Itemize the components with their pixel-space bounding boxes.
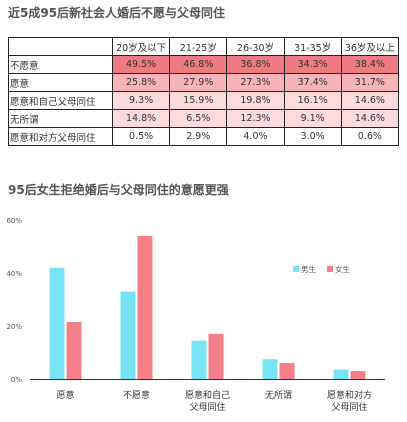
bar-male: [49, 267, 65, 379]
bar-male: [191, 340, 207, 379]
legend-swatch: [293, 266, 299, 272]
grouped-bar-chart: 0% 20% 40% 60% 愿意 不愿意 愿意和自己父母同住 无所谓 愿意和对方父母同住 男生 女…: [6, 217, 385, 413]
table-cell: 49.5%: [111, 55, 171, 74]
row-label: 无所谓: [8, 109, 113, 128]
legend-label: 男生: [301, 264, 316, 274]
x-tick-label: 愿意和对方父母同住: [327, 389, 372, 413]
table-cell: 6.5%: [169, 109, 228, 128]
table-cell: 12.3%: [226, 109, 285, 128]
table-cell: 16.1%: [283, 91, 342, 110]
table-cell: 9.1%: [283, 109, 342, 128]
row-label: 愿意和对方父母同住: [8, 127, 113, 146]
legend-swatch: [327, 266, 333, 272]
row-label: 愿意和自己父母同住: [8, 91, 113, 110]
row-label: 不愿意: [8, 55, 113, 74]
y-tick-label: 60%: [6, 217, 22, 225]
table-cell: 3.0%: [283, 127, 342, 146]
bar-male: [262, 359, 278, 379]
bar-female: [350, 371, 366, 379]
bar-female: [279, 363, 295, 379]
x-tick-label: 愿意和自己父母同住: [185, 389, 230, 413]
column-header: 31-35岁: [283, 37, 342, 56]
x-tick-label: 不愿意: [123, 389, 150, 401]
table-cell: 38.4%: [340, 55, 400, 74]
column-header: 21-25岁: [169, 37, 228, 56]
table-cell: 14.6%: [340, 91, 400, 110]
column-header: 26-30岁: [226, 37, 285, 56]
table-cell: 14.6%: [340, 109, 400, 128]
survey-table: 20岁及以下 21-25岁 26-30岁 31-35岁 36岁及以上 不愿意 49…: [8, 37, 400, 146]
row-label: 愿意: [8, 73, 113, 92]
column-header: 20岁及以下: [111, 37, 171, 56]
bar-female: [66, 322, 82, 379]
table-row: 无所谓 14.8% 6.5% 12.3% 9.1% 14.6%: [8, 109, 400, 128]
y-tick-label: 20%: [6, 323, 22, 331]
table-cell: 27.3%: [226, 73, 285, 92]
y-tick-label: 0%: [11, 376, 22, 384]
table-cell: 0.5%: [111, 127, 171, 146]
table-title: 近5成95后新社会人婚后不愿与父母同住: [8, 6, 226, 20]
bar-male: [333, 369, 349, 379]
table-cell: 25.8%: [111, 73, 171, 92]
chart-title: 95后女生拒绝婚后与父母同住的意愿更强: [8, 183, 229, 197]
table-row: 愿意和对方父母同住 0.5% 2.9% 4.0% 3.0% 0.6%: [8, 127, 400, 146]
table-cell: 37.4%: [283, 73, 342, 92]
table-corner-cell: [8, 37, 113, 56]
table-cell: 2.9%: [169, 127, 228, 146]
bar-female: [208, 333, 224, 379]
table-cell: 36.8%: [226, 55, 285, 74]
x-tick-label: 无所谓: [265, 390, 292, 401]
table-cell: 27.9%: [169, 73, 228, 92]
table-cell: 19.8%: [226, 91, 285, 110]
table-cell: 31.7%: [340, 73, 400, 92]
table-row: 不愿意 49.5% 46.8% 36.8% 34.3% 38.4%: [8, 55, 400, 74]
table-row: 愿意和自己父母同住 9.3% 15.9% 19.8% 16.1% 14.6%: [8, 91, 400, 110]
table-cell: 15.9%: [169, 91, 228, 110]
table-cell: 46.8%: [169, 55, 228, 74]
legend-label: 女生: [335, 264, 350, 274]
table-row: 愿意 25.8% 27.9% 27.3% 37.4% 31.7%: [8, 73, 400, 92]
column-header: 36岁及以上: [340, 37, 400, 56]
bar-male: [120, 291, 136, 379]
bar-female: [137, 235, 153, 379]
table-cell: 9.3%: [111, 91, 171, 110]
table-header-row: 20岁及以下 21-25岁 26-30岁 31-35岁 36岁及以上: [8, 37, 400, 56]
table-cell: 4.0%: [226, 127, 285, 146]
x-tick-label: 愿意: [56, 389, 74, 401]
table-cell: 0.6%: [340, 127, 400, 146]
table-cell: 34.3%: [283, 55, 342, 74]
y-tick-label: 40%: [6, 270, 22, 278]
table-cell: 14.8%: [111, 109, 171, 128]
